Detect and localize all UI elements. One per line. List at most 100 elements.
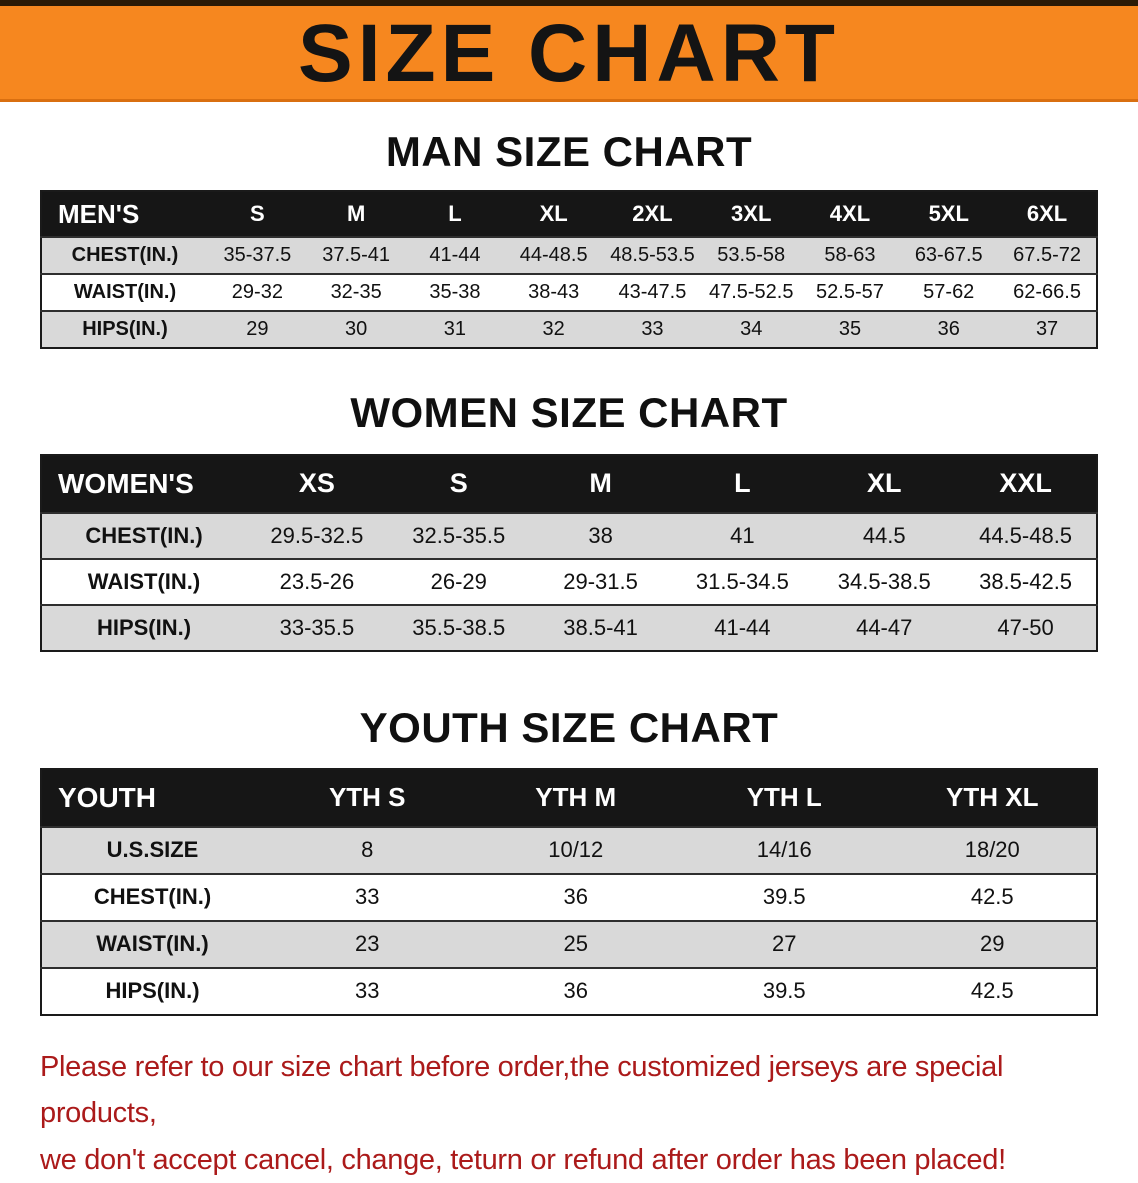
table-cell: 35-37.5 <box>208 236 307 275</box>
table-cell: 27 <box>680 919 889 968</box>
table-corner-label: YOUTH <box>41 768 263 827</box>
table-cell: 29 <box>208 310 307 349</box>
column-header: XXL <box>955 454 1097 513</box>
women-size-table: WOMEN'S XS S M L XL XXL CHEST(IN.) 29.5-32.5 32.5… <box>40 453 1098 652</box>
table-cell: 29-31.5 <box>529 557 672 605</box>
column-header: M <box>529 454 672 513</box>
table-cell: 35-38 <box>405 273 505 312</box>
table-cell: 32 <box>504 310 604 349</box>
table-cell: 37 <box>998 310 1097 349</box>
youth-section-heading: YOUTH SIZE CHART <box>359 703 779 751</box>
column-header: M <box>306 191 406 238</box>
table-row: WAIST(IN.) 29-32 32-35 35-38 38-43 43-47.5 47.… <box>41 273 1097 312</box>
table-cell: 39.5 <box>680 872 889 921</box>
table-cell: 18/20 <box>888 825 1097 874</box>
table-cell: 63-67.5 <box>899 236 999 275</box>
table-cell: 38.5-41 <box>529 603 672 651</box>
column-header: S <box>208 191 307 238</box>
table-cell: 36 <box>471 872 680 921</box>
column-header: XS <box>246 454 388 513</box>
column-header: L <box>671 454 814 513</box>
table-cell: 48.5-53.5 <box>603 236 702 275</box>
table-cell: 41 <box>671 511 814 559</box>
table-cell: 35.5-38.5 <box>387 603 530 651</box>
table-cell: 43-47.5 <box>603 273 702 312</box>
table-cell: 25 <box>471 919 680 968</box>
table-cell: 31 <box>405 310 505 349</box>
table-cell: 14/16 <box>680 825 889 874</box>
table-row: U.S.SIZE 8 10/12 14/16 18/20 <box>41 825 1097 874</box>
table-header-row: YOUTH YTH S YTH M YTH L YTH XL <box>41 768 1097 827</box>
row-label: WAIST(IN.) <box>41 557 246 605</box>
table-row: HIPS(IN.) 33-35.5 35.5-38.5 38.5-41 41-44 44-… <box>41 603 1097 651</box>
row-label: WAIST(IN.) <box>41 273 208 312</box>
banner-title: SIZE CHART <box>298 8 840 99</box>
table-cell: 47.5-52.5 <box>701 273 801 312</box>
table-cell: 37.5-41 <box>306 236 406 275</box>
table-cell: 35 <box>800 310 900 349</box>
table-cell: 31.5-34.5 <box>671 557 814 605</box>
column-header: XL <box>504 191 604 238</box>
table-cell: 42.5 <box>888 872 1097 921</box>
table-cell: 41-44 <box>671 603 814 651</box>
table-cell: 8 <box>263 825 472 874</box>
table-row: CHEST(IN.) 29.5-32.5 32.5-35.5 38 41 44.5 44.5… <box>41 511 1097 559</box>
table-row: WAIST(IN.) 23 25 27 29 <box>41 919 1097 968</box>
women-section: WOMEN SIZE CHART WOMEN'S XS S M L XL XXL CHEST(… <box>0 389 1138 652</box>
table-corner-label: MEN'S <box>41 191 208 238</box>
table-cell: 30 <box>306 310 406 349</box>
table-cell: 44.5-48.5 <box>955 511 1097 559</box>
column-header: 3XL <box>701 191 801 238</box>
top-border <box>0 0 1138 6</box>
row-label: WAIST(IN.) <box>41 919 263 968</box>
column-header: S <box>387 454 530 513</box>
table-cell: 23 <box>263 919 472 968</box>
table-row: HIPS(IN.) 29 30 31 32 33 34 35 36 37 <box>41 310 1097 349</box>
note-line-2: we don't accept cancel, change, teturn o… <box>40 1143 1006 1176</box>
table-cell: 29 <box>888 919 1097 968</box>
column-header: YTH L <box>680 768 889 827</box>
row-label: CHEST(IN.) <box>41 872 263 921</box>
table-cell: 33 <box>603 310 702 349</box>
column-header: 5XL <box>899 191 999 238</box>
column-header: YTH S <box>263 768 472 827</box>
table-row: CHEST(IN.) 35-37.5 37.5-41 41-44 44-48.5 48.5… <box>41 236 1097 275</box>
row-label: HIPS(IN.) <box>41 966 263 1015</box>
table-cell: 53.5-58 <box>701 236 801 275</box>
table-cell: 29-32 <box>208 273 307 312</box>
table-cell: 36 <box>899 310 999 349</box>
column-header: L <box>405 191 505 238</box>
column-header: 2XL <box>603 191 702 238</box>
column-header: 6XL <box>998 191 1097 238</box>
table-cell: 34.5-38.5 <box>813 557 956 605</box>
men-section: MAN SIZE CHART MEN'S S M L XL 2XL 3XL 4XL 5XL 6XL… <box>0 128 1138 350</box>
table-cell: 32-35 <box>306 273 406 312</box>
column-header: 4XL <box>800 191 900 238</box>
row-label: HIPS(IN.) <box>41 310 208 349</box>
table-cell: 38-43 <box>504 273 604 312</box>
table-corner-label: WOMEN'S <box>41 454 246 513</box>
table-row: WAIST(IN.) 23.5-26 26-29 29-31.5 31.5-34.5 34… <box>41 557 1097 605</box>
table-header-row: WOMEN'S XS S M L XL XXL <box>41 454 1097 513</box>
table-cell: 47-50 <box>955 603 1097 651</box>
men-section-heading: MAN SIZE CHART <box>385 128 753 175</box>
row-label: CHEST(IN.) <box>41 511 246 559</box>
banner: SIZE CHART <box>0 6 1138 102</box>
youth-section: YOUTH SIZE CHART YOUTH YTH S YTH M YTH L YTH… <box>0 704 1138 1016</box>
table-cell: 44-48.5 <box>504 236 604 275</box>
table-cell: 23.5-26 <box>246 557 388 605</box>
table-cell: 57-62 <box>899 273 999 312</box>
note-line-1: Please refer to our size chart before or… <box>40 1050 1004 1130</box>
table-cell: 62-66.5 <box>998 273 1097 312</box>
table-cell: 52.5-57 <box>800 273 900 312</box>
table-cell: 33 <box>263 872 472 921</box>
table-cell: 34 <box>701 310 801 349</box>
table-cell: 29.5-32.5 <box>246 511 388 559</box>
table-cell: 38.5-42.5 <box>955 557 1097 605</box>
table-cell: 33 <box>263 966 472 1015</box>
men-size-table: MEN'S S M L XL 2XL 3XL 4XL 5XL 6XL CHEST(IN.) 35-37… <box>40 190 1098 350</box>
footer-note: Please refer to our size chart before or… <box>40 1044 1098 1183</box>
table-cell: 39.5 <box>680 966 889 1015</box>
table-cell: 26-29 <box>387 557 530 605</box>
